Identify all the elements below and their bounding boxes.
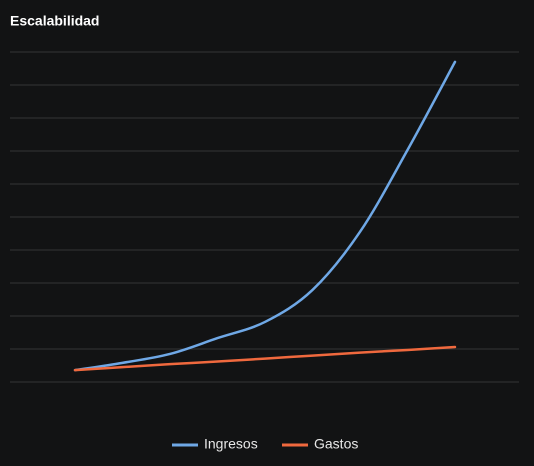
line-series — [73, 345, 457, 372]
legend-label: Gastos — [314, 436, 358, 452]
legend-label: Ingresos — [204, 436, 258, 452]
chart-title: Escalabilidad — [10, 13, 99, 29]
line-series — [73, 60, 457, 372]
